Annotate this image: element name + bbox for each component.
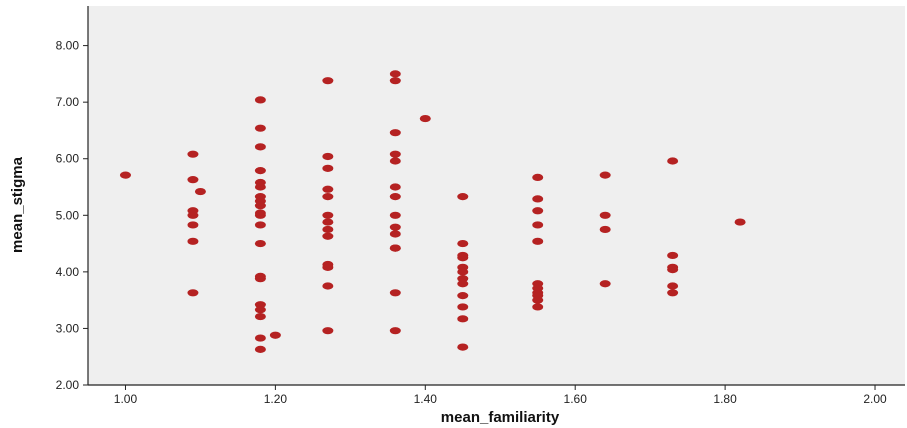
data-point: [457, 292, 469, 300]
data-point: [322, 152, 334, 161]
data-point: [419, 114, 431, 123]
data-point: [667, 289, 679, 297]
y-axis-title: mean_stigma: [9, 156, 26, 253]
data-point: [187, 289, 199, 297]
data-point: [254, 301, 266, 309]
data-point: [322, 211, 334, 219]
data-point: [254, 221, 266, 229]
data-point: [734, 218, 746, 226]
y-tick-label: 3.00: [56, 321, 80, 335]
data-point: [457, 280, 469, 288]
data-point: [457, 303, 469, 311]
data-point: [457, 343, 469, 351]
data-point: [389, 183, 401, 191]
y-tick-label: 7.00: [56, 95, 80, 109]
data-point: [254, 345, 266, 353]
data-point: [457, 193, 469, 201]
y-tick-label: 5.00: [56, 208, 80, 222]
data-point: [322, 225, 334, 234]
data-point: [187, 150, 199, 158]
data-point: [269, 331, 281, 339]
data-point: [322, 164, 334, 172]
data-point: [322, 282, 334, 290]
data-point: [532, 195, 544, 203]
data-point: [599, 225, 611, 234]
y-tick-label: 2.00: [56, 378, 80, 392]
data-point: [389, 327, 401, 335]
data-point: [389, 244, 401, 252]
data-point: [667, 266, 679, 274]
data-point: [389, 289, 401, 297]
data-point: [389, 157, 401, 165]
data-point: [667, 157, 679, 165]
data-point: [667, 282, 679, 290]
x-tick-label: 1.40: [414, 392, 438, 406]
x-tick-label: 1.80: [713, 392, 737, 406]
data-point: [254, 202, 266, 210]
data-point: [389, 211, 401, 219]
data-point: [322, 263, 334, 271]
data-point: [254, 239, 266, 248]
data-point: [254, 306, 266, 314]
data-point: [532, 296, 544, 304]
data-point: [599, 280, 611, 288]
data-point: [322, 327, 334, 335]
data-point: [187, 176, 199, 184]
data-point: [532, 207, 544, 215]
plot-area: [88, 6, 905, 385]
data-point: [254, 312, 266, 321]
data-point: [667, 251, 679, 260]
data-point: [254, 96, 266, 104]
data-point: [532, 303, 544, 311]
data-point: [457, 239, 469, 248]
data-point: [532, 237, 544, 245]
data-point: [254, 183, 266, 191]
y-tick-label: 4.00: [56, 265, 80, 279]
y-tick-label: 8.00: [56, 39, 80, 53]
data-point: [389, 223, 401, 231]
x-axis-ticks: 1.00 1.20 1.40 1.60 1.80 2.00: [114, 385, 887, 406]
data-point: [389, 77, 401, 85]
data-point: [457, 268, 469, 276]
data-point: [599, 211, 611, 219]
x-axis-title: mean_familiarity: [441, 409, 560, 426]
data-point: [389, 150, 401, 158]
data-point: [187, 221, 199, 229]
x-tick-label: 1.20: [264, 392, 288, 406]
data-point: [389, 230, 401, 238]
data-point: [254, 275, 266, 283]
data-point: [457, 315, 469, 323]
data-point: [322, 77, 334, 85]
data-point: [322, 185, 334, 193]
data-point: [389, 193, 401, 201]
data-point: [187, 211, 199, 219]
data-point: [322, 218, 334, 226]
data-point: [532, 221, 544, 229]
data-point: [254, 211, 266, 219]
data-point: [194, 187, 206, 196]
data-point: [254, 124, 266, 132]
data-point: [254, 143, 266, 151]
data-point: [254, 334, 266, 342]
x-tick-label: 2.00: [863, 392, 887, 406]
data-point: [119, 171, 131, 179]
data-point: [389, 70, 401, 78]
data-point: [187, 237, 199, 245]
data-point: [457, 275, 469, 283]
data-point: [254, 167, 266, 175]
data-point: [599, 171, 611, 179]
x-tick-label: 1.60: [564, 392, 588, 406]
data-point: [322, 193, 334, 201]
y-axis-ticks: 2.00 3.00 4.00 5.00 6.00 7.00 8.00: [56, 39, 88, 392]
x-tick-label: 1.00: [114, 392, 138, 406]
data-points: [119, 70, 746, 353]
data-point: [457, 254, 469, 262]
y-tick-label: 6.00: [56, 152, 80, 166]
data-point: [532, 173, 544, 181]
data-point: [389, 129, 401, 137]
data-point: [322, 232, 334, 240]
